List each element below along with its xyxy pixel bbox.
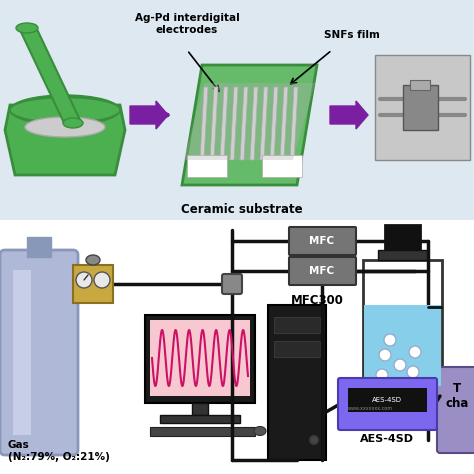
Ellipse shape [254,427,266,436]
Bar [385,225,420,253]
Ellipse shape [94,272,110,288]
Polygon shape [230,87,238,160]
Ellipse shape [16,23,38,33]
Text: MFC: MFC [310,236,335,246]
Bar [410,80,430,90]
Ellipse shape [63,118,83,128]
Bar [0,0,474,220]
Polygon shape [250,87,258,160]
Polygon shape [5,105,125,175]
Text: SNFs film: SNFs film [324,30,380,40]
Text: www.xxxxxxx.com: www.xxxxxxx.com [348,405,393,410]
Polygon shape [20,25,80,125]
Text: AES-4SD: AES-4SD [372,397,402,403]
Polygon shape [280,87,288,160]
Ellipse shape [10,98,120,122]
Bar [73,265,113,303]
Bar [160,415,240,423]
Text: T
cha: T cha [445,382,469,410]
FancyBboxPatch shape [0,250,78,455]
Bar [375,55,470,160]
Polygon shape [182,65,317,185]
Bar [150,427,255,436]
Polygon shape [240,87,248,160]
Bar [403,85,438,130]
Bar [268,305,326,460]
Bar [363,260,442,390]
Bar [192,403,208,415]
Ellipse shape [76,272,92,288]
Polygon shape [270,87,278,160]
FancyBboxPatch shape [289,257,356,285]
Bar [378,250,427,260]
Ellipse shape [86,255,100,265]
Text: Ag-Pd interdigital
electrodes: Ag-Pd interdigital electrodes [135,13,239,35]
FancyBboxPatch shape [222,274,242,294]
Text: MFC300: MFC300 [291,294,344,307]
Ellipse shape [409,346,421,358]
Bar [262,155,302,177]
Ellipse shape [25,117,105,137]
FancyBboxPatch shape [338,378,437,430]
Bar [187,155,227,177]
Polygon shape [290,87,298,160]
Ellipse shape [10,95,120,125]
Bar [364,305,441,386]
Bar [150,320,250,396]
Bar [348,388,427,412]
Bar [274,317,320,333]
Bar [274,341,320,357]
Ellipse shape [376,369,388,381]
Ellipse shape [394,359,406,371]
Polygon shape [210,87,218,160]
Text: Deionized
water: Deionized water [376,398,438,419]
Polygon shape [260,87,268,160]
Text: Ceramic substrate: Ceramic substrate [181,203,303,216]
Text: MFC: MFC [310,266,335,276]
Ellipse shape [407,366,419,378]
Ellipse shape [392,379,404,391]
Ellipse shape [384,334,396,346]
FancyBboxPatch shape [437,367,474,453]
Bar [145,315,255,403]
Polygon shape [200,87,208,160]
FancyArrow shape [130,101,168,129]
Bar [13,270,31,435]
Text: AES-4SD: AES-4SD [360,434,414,444]
Ellipse shape [379,349,391,361]
Polygon shape [220,87,228,160]
Bar [27,237,51,257]
FancyArrow shape [330,101,368,129]
Polygon shape [184,83,315,160]
FancyBboxPatch shape [289,227,356,255]
Ellipse shape [310,436,319,445]
Text: Gas
(N₂:79%, O₂:21%): Gas (N₂:79%, O₂:21%) [8,440,110,462]
